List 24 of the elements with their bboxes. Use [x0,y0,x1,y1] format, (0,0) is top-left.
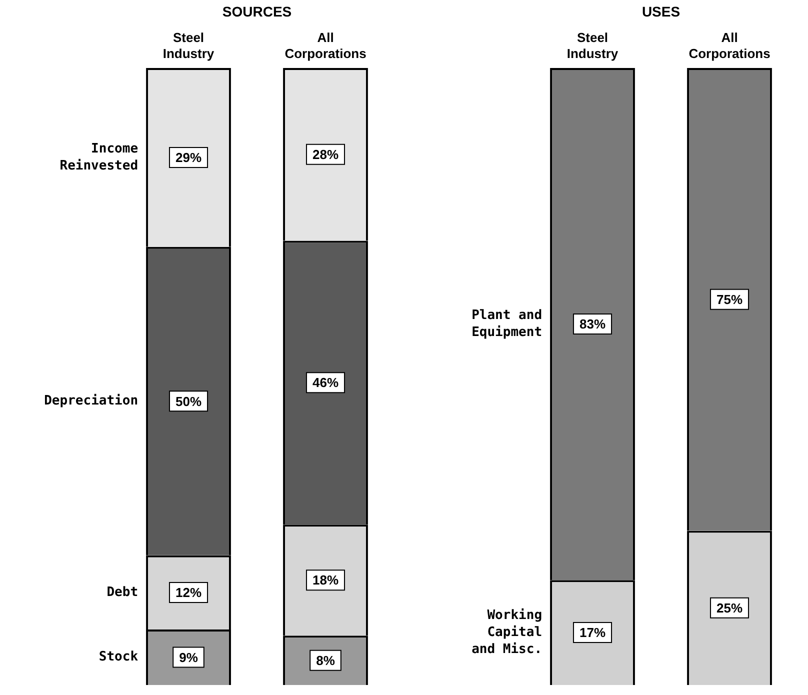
series-label: Plant and Equipment [472,308,542,340]
x-tick-label: Steel Industry [162,30,215,61]
series-label: Stock [98,650,138,665]
data-label: 25% [716,600,743,616]
data-label: 75% [716,292,743,307]
data-label: 28% [312,146,339,162]
series-label: Debt [106,584,138,600]
data-label: 17% [579,625,606,640]
x-tick-label: Steel Industry [566,30,619,61]
series-label: Working Capital and Misc. [472,608,542,657]
data-label: 9% [179,650,198,665]
series-label: Income Reinvested [60,141,138,174]
data-label: 46% [312,375,339,390]
data-label: 83% [579,316,606,332]
data-label: 29% [175,150,202,166]
data-label: 50% [175,394,202,409]
chart-title: USES [642,3,680,20]
x-tick-label: All Corporations [284,30,366,61]
data-label: 18% [312,572,339,588]
data-label: 8% [316,652,336,668]
series-label: Depreciation [44,394,138,409]
data-label: 12% [175,585,202,600]
x-tick-label: All Corporations [688,30,770,61]
chart-title: SOURCES [222,3,292,20]
